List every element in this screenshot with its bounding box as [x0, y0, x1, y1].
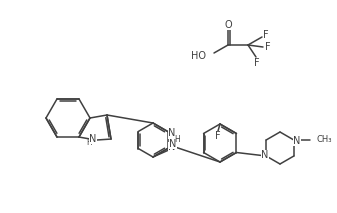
Text: HO: HO — [191, 51, 206, 61]
Text: N: N — [168, 141, 176, 151]
Text: N: N — [293, 136, 301, 146]
Text: F: F — [265, 42, 271, 52]
Text: H: H — [174, 134, 180, 144]
Text: CH₃: CH₃ — [317, 135, 332, 144]
Text: O: O — [224, 20, 232, 30]
Text: N: N — [89, 134, 97, 144]
Text: N: N — [262, 150, 269, 160]
Text: N: N — [168, 128, 176, 138]
Text: H: H — [86, 138, 92, 147]
Text: F: F — [254, 58, 260, 68]
Text: F: F — [215, 131, 221, 141]
Text: N: N — [169, 139, 177, 149]
Text: F: F — [263, 30, 269, 40]
